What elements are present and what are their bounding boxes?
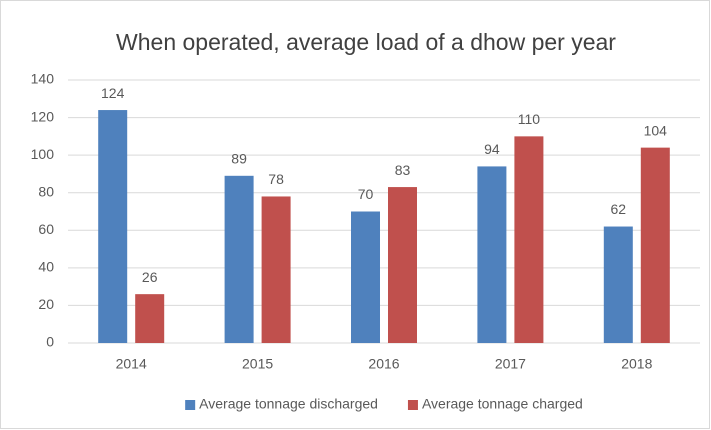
legend-swatch — [185, 400, 196, 410]
bar — [388, 187, 417, 343]
bar — [98, 110, 128, 343]
legend-swatch — [407, 400, 418, 410]
y-tick-label: 140 — [31, 71, 55, 87]
x-tick-label: 2015 — [242, 356, 273, 372]
data-label: 70 — [358, 186, 374, 202]
x-tick-label: 2014 — [116, 356, 147, 372]
data-label: 78 — [268, 171, 284, 187]
data-label: 104 — [644, 122, 668, 138]
bar — [640, 147, 670, 343]
y-tick-label: 0 — [46, 334, 54, 350]
data-label: 110 — [518, 111, 541, 127]
x-tick-label: 2017 — [495, 356, 526, 372]
chart-title: When operated, average load of a dhow pe… — [116, 29, 616, 55]
bar — [351, 211, 380, 343]
x-tick-label: 2018 — [621, 356, 652, 372]
bar — [224, 175, 254, 343]
y-tick-label: 80 — [38, 183, 54, 199]
data-label: 124 — [101, 85, 125, 101]
data-label: 94 — [484, 141, 500, 157]
y-tick-label: 120 — [31, 108, 55, 124]
bar — [261, 196, 291, 343]
legend-label: Average tonnage discharged — [199, 396, 378, 412]
y-tick-label: 20 — [38, 296, 54, 312]
y-tick-label: 60 — [38, 221, 54, 237]
data-label: 89 — [231, 151, 247, 167]
y-tick-label: 100 — [31, 146, 55, 162]
data-label: 83 — [395, 162, 411, 178]
bar — [477, 166, 507, 343]
bar — [603, 226, 633, 343]
y-tick-label: 40 — [38, 259, 54, 275]
legend-label: Average tonnage charged — [422, 396, 583, 412]
data-label: 26 — [142, 269, 158, 285]
bar — [514, 136, 544, 343]
data-label: 62 — [611, 201, 627, 217]
bar — [135, 294, 165, 343]
x-tick-label: 2016 — [368, 356, 399, 372]
